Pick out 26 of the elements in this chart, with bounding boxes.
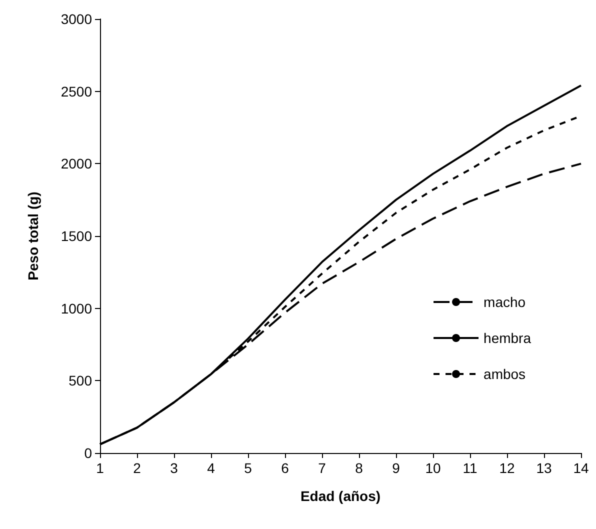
x-tick-label: 14 — [573, 460, 589, 476]
x-axis-title: Edad (años) — [300, 488, 381, 504]
legend-label: ambos — [484, 366, 526, 382]
y-axis-title: Peso total (g) — [25, 192, 41, 280]
y-tick-label: 0 — [84, 445, 92, 461]
legend-label: hembra — [484, 330, 532, 346]
y-tick-label: 500 — [68, 372, 92, 389]
y-tick-label: 1000 — [60, 300, 92, 316]
x-tick-label: 6 — [281, 460, 290, 476]
legend-label: macho — [484, 294, 526, 310]
x-tick-label: 2 — [133, 460, 142, 476]
y-tick-label: 2000 — [60, 156, 92, 172]
x-tick-label: 5 — [244, 460, 252, 476]
x-tick-label: 7 — [318, 460, 326, 476]
x-tick-label: 9 — [392, 460, 400, 476]
x-tick-label: 3 — [170, 460, 178, 476]
y-tick-label: 3000 — [60, 11, 92, 27]
x-tick-label: 12 — [499, 460, 515, 476]
x-tick-label: 8 — [355, 460, 364, 476]
x-tick-label: 10 — [425, 460, 441, 476]
x-tick-label: 13 — [536, 460, 552, 476]
y-tick-label: 1500 — [60, 228, 92, 244]
x-tick-label: 4 — [207, 460, 216, 476]
y-tick-label: 2500 — [60, 83, 92, 100]
x-tick-label: 1 — [96, 460, 104, 476]
x-tick-label: 11 — [462, 460, 478, 476]
